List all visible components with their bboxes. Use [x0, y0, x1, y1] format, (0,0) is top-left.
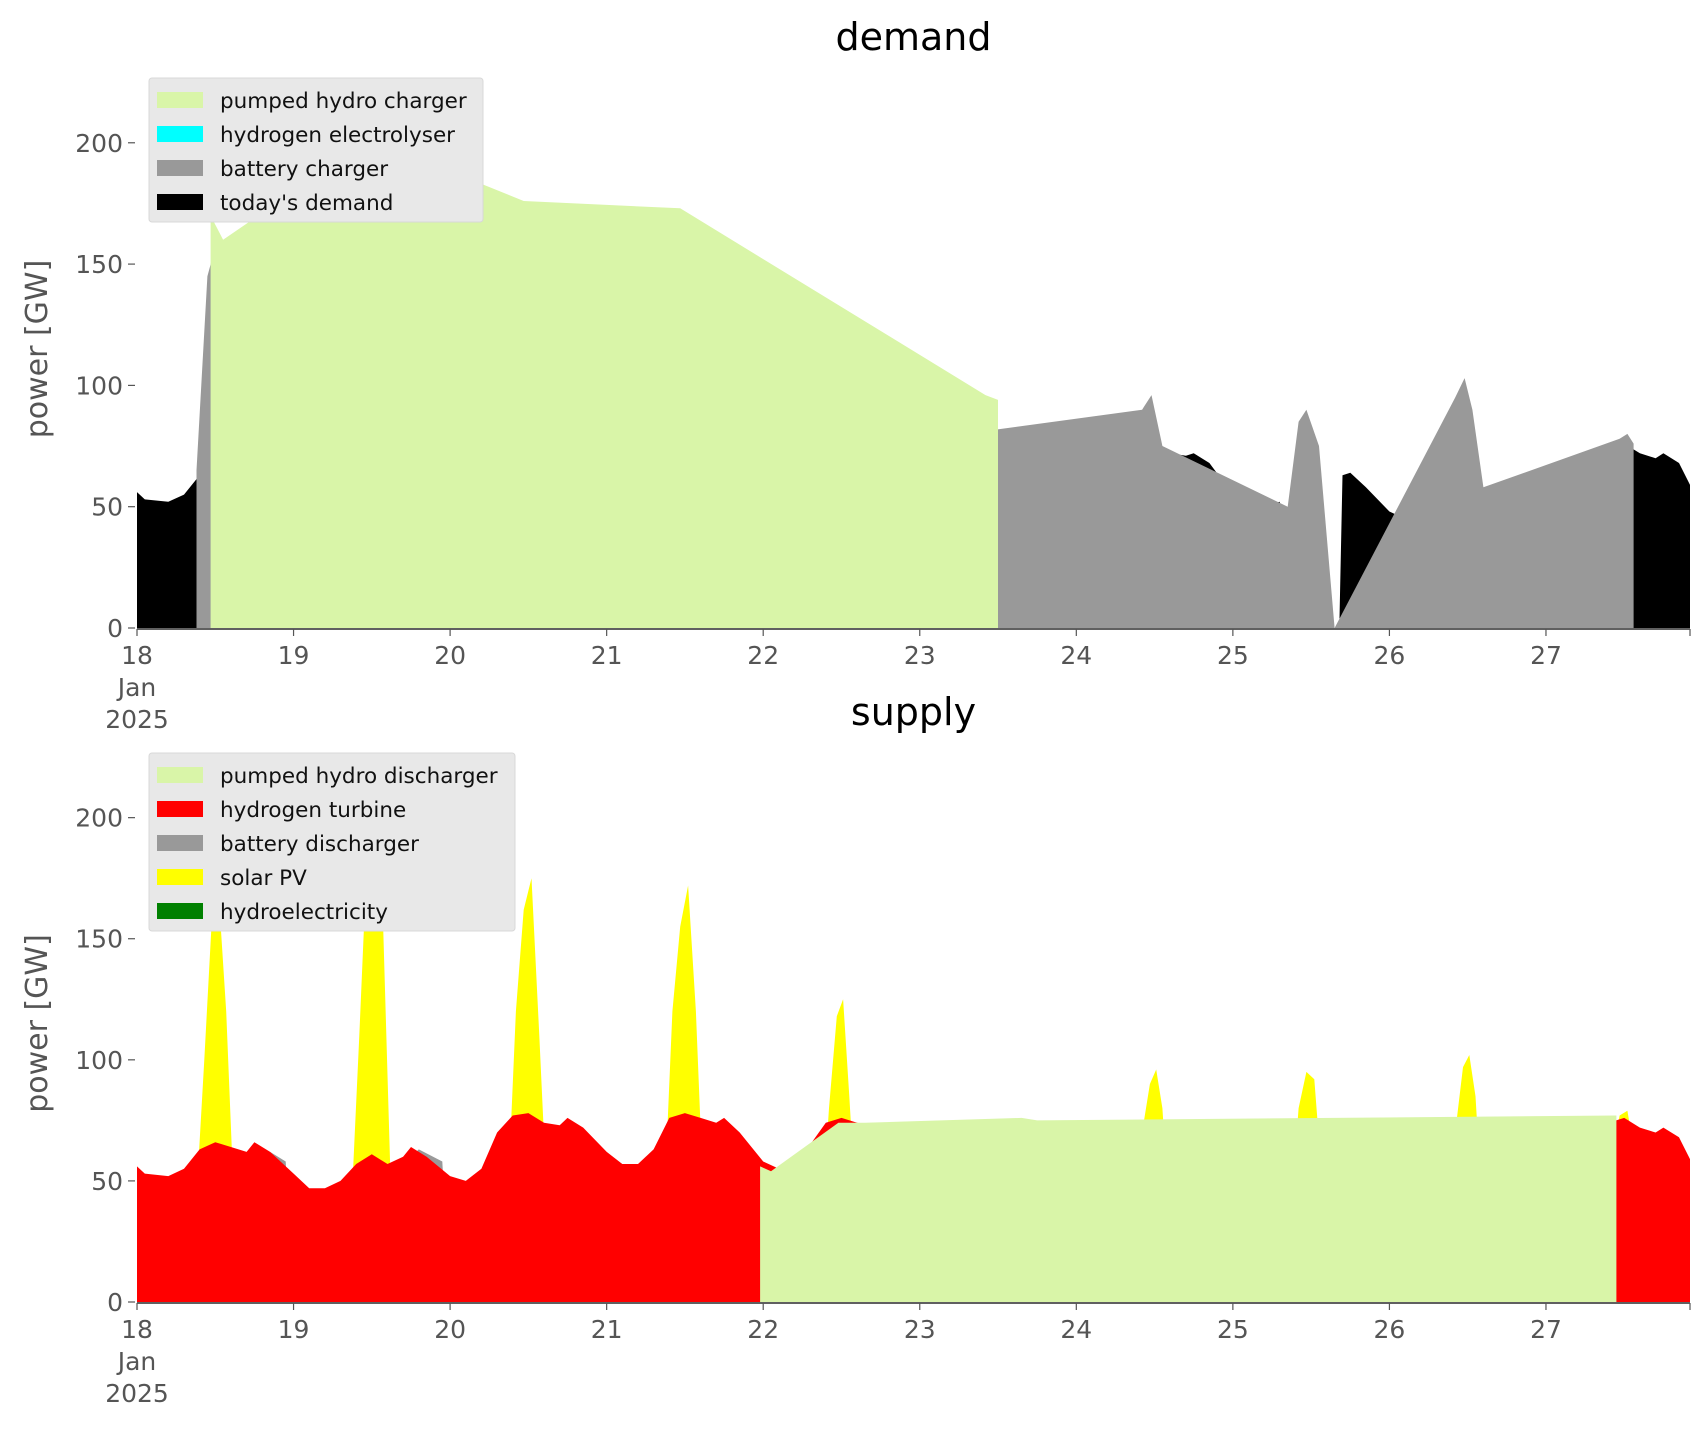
legend-frame — [148, 752, 516, 932]
x-tick-label: Jan — [116, 673, 157, 702]
legend-label: battery charger — [220, 157, 388, 182]
x-tick-label: 20 — [434, 1315, 466, 1344]
x-tick-label: 26 — [1374, 641, 1406, 670]
x-tick-label: 24 — [1060, 1315, 1092, 1344]
x-tick-label: 24 — [1060, 641, 1092, 670]
y-tick-label: 150 — [75, 925, 123, 954]
x-tick-label: 21 — [591, 1315, 623, 1344]
legend-label: pumped hydro charger — [220, 89, 467, 114]
x-tick-label: 27 — [1530, 641, 1562, 670]
legend-label: today's demand — [220, 191, 393, 216]
chart-panel-supply: 0 50 100 150 200 18 Jan 2025 19 20 21 22 23 24 25 26 27 p… — [20, 690, 1691, 1408]
x-tick-label: 22 — [747, 641, 779, 670]
legend-swatch — [157, 126, 203, 142]
y-tick-label: 100 — [75, 1046, 123, 1075]
x-tick-label: Jan — [116, 1347, 157, 1376]
x-tick-label: 18 — [121, 641, 153, 670]
area-series-pumped-hydro-discharger — [760, 1115, 1617, 1302]
y-tick-label: 200 — [75, 804, 123, 833]
legend-swatch — [157, 92, 203, 108]
legend-swatch — [157, 869, 203, 885]
x-tick-label: 27 — [1530, 1315, 1562, 1344]
legend-label: hydroelectricity — [220, 900, 388, 925]
chart-series-group — [137, 106, 1690, 628]
y-tick-label: 50 — [91, 1167, 123, 1196]
x-tick-label: 25 — [1217, 641, 1249, 670]
legend-label: hydrogen turbine — [220, 798, 406, 823]
x-tick-label: 22 — [747, 1315, 779, 1344]
x-tick-label: 20 — [434, 641, 466, 670]
legend-frame — [148, 77, 484, 223]
area-series-pumped-hydro-charger — [210, 106, 999, 628]
chart-legend: pumped hydro discharger hydrogen turbine b… — [148, 752, 516, 932]
y-tick-label: 200 — [75, 129, 123, 158]
legend-swatch — [157, 767, 203, 783]
y-axis-label: power [GW] — [20, 260, 55, 439]
x-tick-label: 23 — [904, 641, 936, 670]
y-axis-label: power [GW] — [20, 934, 55, 1113]
x-tick-label: 2025 — [105, 705, 169, 734]
legend-swatch — [157, 801, 203, 817]
legend-label: battery discharger — [220, 832, 419, 857]
x-tick-label: 18 — [121, 1315, 153, 1344]
legend-label: pumped hydro discharger — [220, 764, 498, 789]
x-tick-label: 19 — [278, 641, 310, 670]
legend-swatch — [157, 194, 203, 210]
chart-series-group — [137, 781, 1690, 1302]
y-tick-label: 0 — [107, 1288, 123, 1317]
y-tick-label: 100 — [75, 371, 123, 400]
x-tick-label: 25 — [1217, 1315, 1249, 1344]
chart-legend: pumped hydro charger hydrogen electrolyse… — [148, 77, 484, 223]
x-tick-label: 23 — [904, 1315, 936, 1344]
x-tick-label: 26 — [1374, 1315, 1406, 1344]
legend-swatch — [157, 835, 203, 851]
y-tick-label: 50 — [91, 493, 123, 522]
legend-swatch — [157, 160, 203, 176]
y-tick-label: 150 — [75, 250, 123, 279]
legend-label: hydrogen electrolyser — [220, 123, 455, 148]
chart-title: supply — [851, 690, 976, 734]
x-tick-label: 21 — [591, 641, 623, 670]
legend-label: solar PV — [220, 866, 307, 891]
chart-title: demand — [835, 15, 991, 59]
y-tick-label: 0 — [107, 614, 123, 643]
legend-swatch — [157, 903, 203, 919]
chart-panel-demand: 0 50 100 150 200 18 Jan 2025 19 20 21 22 23 24 25 26 27 p… — [20, 15, 1691, 734]
x-tick-label: 19 — [278, 1315, 310, 1344]
x-tick-label: 2025 — [105, 1379, 169, 1408]
